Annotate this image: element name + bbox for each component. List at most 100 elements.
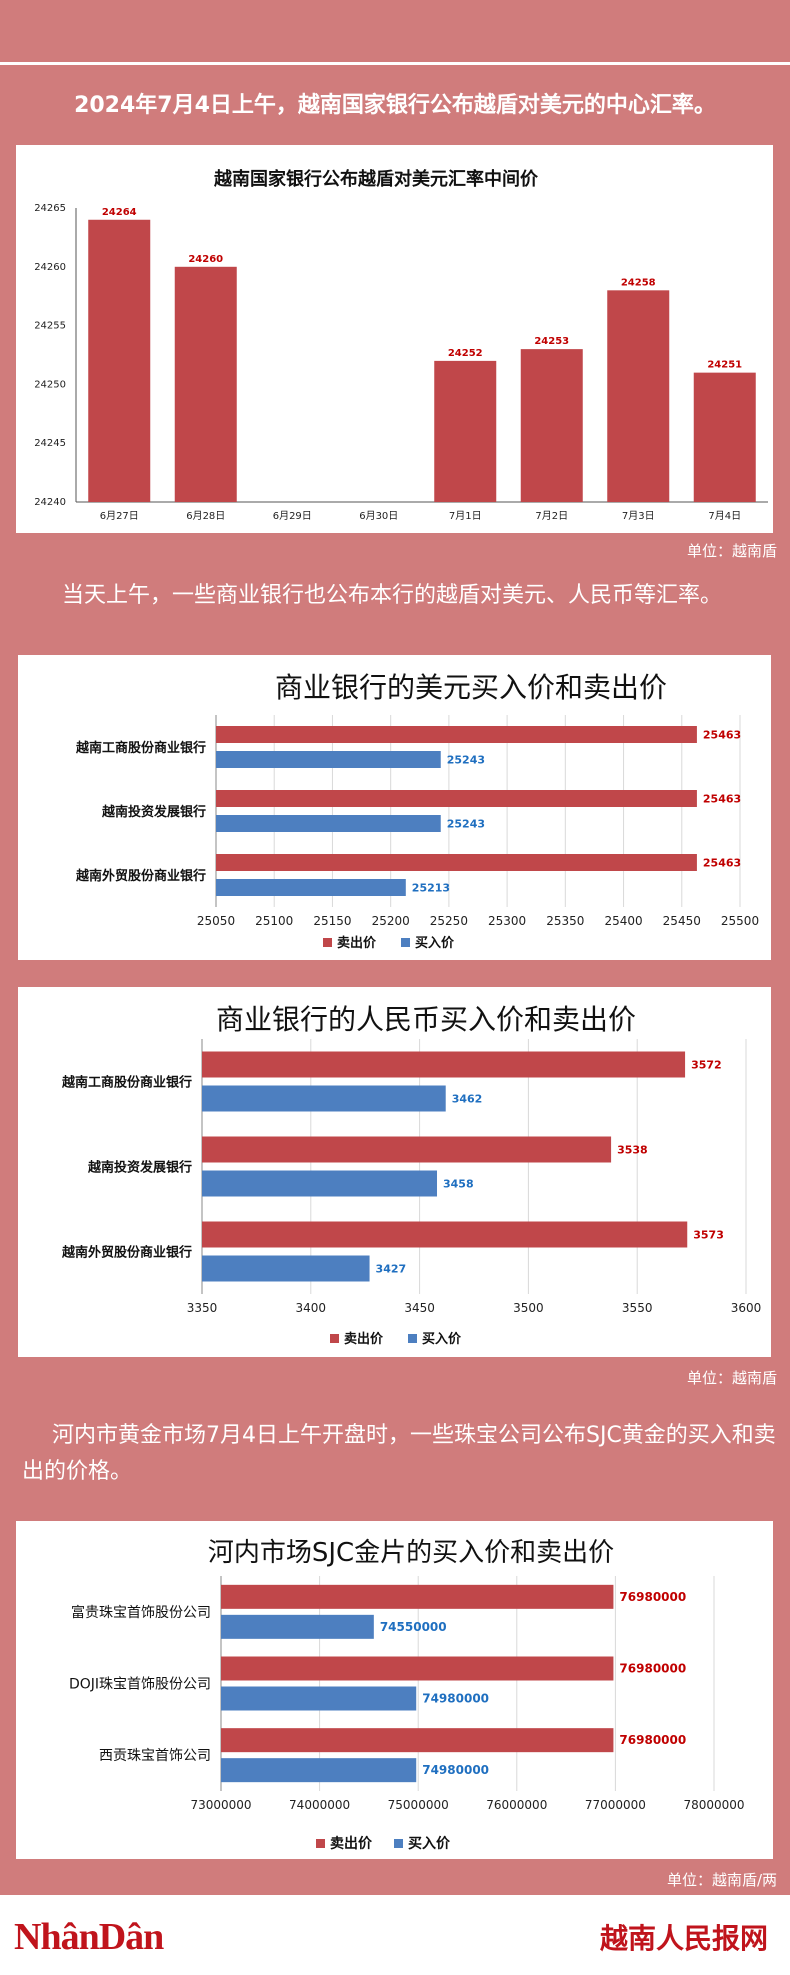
data-label-buy: 25243 (447, 818, 485, 831)
x-tick-label: 25400 (604, 914, 642, 928)
data-label-sell: 25463 (703, 857, 741, 870)
x-tick-label: 25450 (663, 914, 701, 928)
data-label-buy: 74980000 (422, 1692, 489, 1706)
data-label-sell: 76980000 (619, 1590, 686, 1604)
chart-title: 商业银行的人民币买入价和卖出价 (216, 1003, 636, 1036)
bar-sell (202, 1051, 686, 1078)
x-tick-label: 7月2日 (535, 510, 568, 522)
x-tick-label: 6月29日 (273, 510, 312, 522)
bar (434, 360, 497, 502)
category-label: 越南投资发展银行 (87, 1160, 192, 1176)
bar-sell (202, 1221, 688, 1248)
x-tick-label: 74000000 (289, 1798, 350, 1812)
bar-sell (221, 1728, 614, 1753)
chart-cny-banks: 商业银行的人民币买入价和卖出价 3350 3400 3450 3500 3550 3600 越… (18, 987, 771, 1357)
bar-sell (202, 1136, 612, 1163)
data-label-sell: 3572 (691, 1059, 722, 1072)
x-tick-label: 3400 (296, 1301, 327, 1315)
x-tick-label: 75000000 (388, 1798, 449, 1812)
data-label-buy: 25213 (412, 882, 450, 895)
data-label-buy: 3458 (443, 1178, 474, 1191)
legend-label-buy: 买入价 (422, 1332, 462, 1347)
legend-swatch-buy (394, 1839, 403, 1848)
bar-buy (202, 1255, 370, 1282)
category-label: DOJI珠宝首饰股份公司 (69, 1677, 211, 1693)
bar (693, 372, 756, 502)
bar-buy (202, 1085, 446, 1112)
data-label-buy: 25243 (447, 754, 485, 767)
category-label: 越南工商股份商业银行 (75, 740, 206, 756)
x-tick-label: 3350 (187, 1301, 218, 1315)
chart-sjc-gold: 河内市场SJC金片的买入价和卖出价 73000000 74000000 7500000… (16, 1521, 773, 1859)
x-tick-label: 73000000 (190, 1798, 251, 1812)
hbar-svg: 商业银行的美元买入价和卖出价 25050 25100 25150 25200 25250 2… (75, 671, 759, 951)
data-label-buy: 74550000 (380, 1620, 447, 1634)
bar (174, 266, 237, 502)
bar-sell (216, 854, 697, 871)
bar-buy (221, 1686, 417, 1711)
y-tick-label: 24240 (34, 497, 66, 508)
x-tick-label: 7月4日 (708, 510, 741, 522)
x-tick-label: 7月3日 (622, 510, 655, 522)
legend-swatch-buy (408, 1334, 417, 1343)
chart-title: 越南国家银行公布越盾对美元汇率中间价 (213, 168, 539, 190)
legend-label-buy: 买入价 (408, 1836, 451, 1852)
unit-label-2: 单位：越南盾 (686, 1369, 777, 1387)
legend-swatch-sell (330, 1334, 339, 1343)
chart-usd-banks: 商业银行的美元买入价和卖出价 25050 25100 25150 25200 25250 2… (18, 655, 771, 960)
legend-label-sell: 卖出价 (330, 1835, 373, 1852)
x-tick-label: 25300 (488, 914, 526, 928)
y-tick-label: 24255 (34, 321, 66, 332)
data-label-buy: 3462 (452, 1093, 483, 1106)
x-tick-label: 3450 (404, 1301, 435, 1315)
x-tick-label: 3500 (513, 1301, 544, 1315)
data-label-buy: 3427 (376, 1263, 407, 1276)
legend-label-sell: 卖出价 (344, 1331, 384, 1347)
category-label: 越南工商股份商业银行 (61, 1075, 192, 1091)
x-tick-label: 25350 (546, 914, 584, 928)
bar-buy (216, 879, 406, 896)
top-divider (0, 62, 790, 65)
data-label-sell: 3573 (693, 1229, 724, 1242)
unit-label-3: 单位：越南盾/两 (666, 1871, 777, 1889)
unit-label-1: 单位：越南盾 (686, 542, 777, 560)
data-label: 24258 (621, 277, 656, 288)
bar-sell (216, 726, 697, 743)
data-label-sell: 25463 (703, 793, 741, 806)
x-tick-label: 77000000 (585, 1798, 646, 1812)
bar-sell (221, 1584, 614, 1609)
gold-text: 河内市黄金市场7月4日上午开盘时，一些珠宝公司公布SJC黄金的买入和卖出的价格。 (22, 1423, 776, 1484)
hbar-svg: 河内市场SJC金片的买入价和卖出价 73000000 74000000 7500000… (69, 1538, 745, 1852)
data-label: 24264 (102, 207, 137, 218)
data-label-sell: 25463 (703, 729, 741, 742)
category-label: 越南外贸股份商业银行 (61, 1245, 192, 1261)
y-tick-label: 24265 (34, 203, 66, 214)
chart-title: 河内市场SJC金片的买入价和卖出价 (208, 1538, 614, 1568)
data-label-buy: 74980000 (422, 1763, 489, 1777)
legend-swatch-sell (323, 938, 332, 947)
x-tick-label: 25250 (430, 914, 468, 928)
x-tick-label: 25100 (255, 914, 293, 928)
bar (520, 349, 583, 502)
legend-label-buy: 买入价 (415, 936, 455, 951)
chart-title: 商业银行的美元买入价和卖出价 (275, 671, 667, 704)
y-tick-label: 24245 (34, 438, 66, 449)
x-tick-label: 6月28日 (186, 510, 225, 522)
x-tick-label: 25500 (721, 914, 759, 928)
bar-buy (221, 1758, 417, 1783)
legend-swatch-buy (401, 938, 410, 947)
nhandan-logo: NhânDân (14, 1916, 164, 1958)
x-tick-label: 76000000 (486, 1798, 547, 1812)
bar-buy (216, 815, 441, 832)
bar-buy (202, 1170, 438, 1197)
data-label: 24260 (188, 254, 223, 265)
bar-buy (216, 751, 441, 768)
data-label-sell: 76980000 (619, 1662, 686, 1676)
x-tick-label: 25150 (313, 914, 351, 928)
x-tick-label: 6月27日 (100, 510, 139, 522)
data-label: 24253 (534, 336, 569, 347)
data-label-sell: 76980000 (619, 1733, 686, 1747)
central-rate-svg: 越南国家银行公布越盾对美元汇率中间价 24240 24245 24250 24255 24… (34, 168, 768, 522)
x-tick-label: 78000000 (683, 1798, 744, 1812)
x-tick-label: 7月1日 (449, 510, 482, 522)
